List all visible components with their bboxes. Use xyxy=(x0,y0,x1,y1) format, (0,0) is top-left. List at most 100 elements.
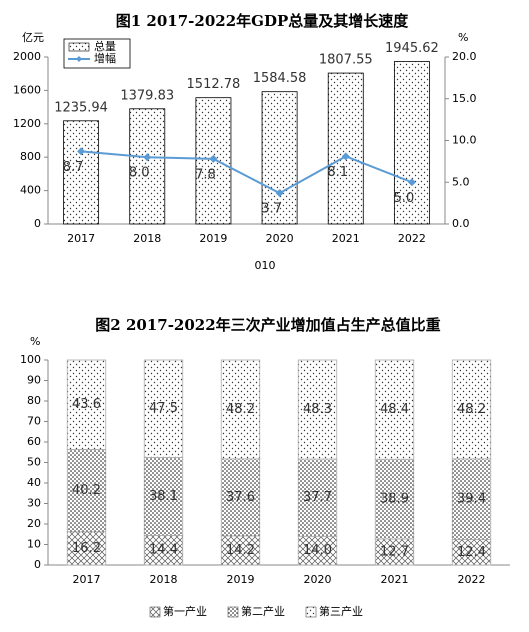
chart-title: 图1 2017-2022年GDP总量及其增长速度 xyxy=(116,12,409,30)
data-label: 1807.55 xyxy=(319,53,373,68)
y-tick-label: 10 xyxy=(27,538,41,551)
legend-swatch xyxy=(149,606,161,618)
data-label: 48.4 xyxy=(380,402,409,417)
y-tick-label: 1200 xyxy=(13,117,41,130)
line-marker xyxy=(77,147,86,156)
bar-segment xyxy=(451,359,492,460)
y2-tick-label: 10.0 xyxy=(452,134,477,147)
bar-segment xyxy=(143,535,184,566)
bar-segment xyxy=(143,456,184,536)
y-tick-label: 80 xyxy=(27,394,41,407)
line-marker xyxy=(143,153,152,162)
legend-label: 增幅 xyxy=(94,51,116,65)
y-tick-label: 20 xyxy=(27,517,41,530)
bar xyxy=(393,61,430,225)
x-tick-label: 2020 xyxy=(304,573,332,586)
line-marker xyxy=(407,178,416,187)
data-label: 38.9 xyxy=(380,492,409,507)
y-tick-label: 70 xyxy=(27,415,41,428)
bar-segment xyxy=(66,448,107,533)
y-tick-label: 400 xyxy=(20,184,41,197)
bar-segment xyxy=(451,458,492,540)
bar xyxy=(129,108,166,225)
data-label: 48.2 xyxy=(457,402,486,417)
y-tick-label: 2000 xyxy=(13,50,41,63)
y-axis-label: % xyxy=(30,335,40,348)
line-marker xyxy=(209,154,218,163)
y-axis-label: 亿元 xyxy=(22,31,44,44)
y2-tick-label: 20.0 xyxy=(452,50,477,63)
bar xyxy=(63,120,100,225)
data-label: 37.7 xyxy=(303,490,332,505)
x-tick-label: 2021 xyxy=(332,232,360,245)
y-tick-label: 60 xyxy=(27,435,41,448)
data-label: 1379.83 xyxy=(120,88,174,103)
line xyxy=(80,150,413,195)
x-tick-label: 2022 xyxy=(458,573,486,586)
bar-segment xyxy=(143,359,184,458)
y-tick-label: 1600 xyxy=(13,83,41,96)
legend-swatch xyxy=(227,606,239,618)
legend-label: 总量 xyxy=(94,39,116,53)
bar-segment xyxy=(374,359,415,460)
data-label: 14.0 xyxy=(303,543,332,558)
y-tick-label: 100 xyxy=(20,353,41,366)
y-tick-label: 800 xyxy=(20,150,41,163)
bar-segment xyxy=(66,359,107,450)
y-tick-label: 50 xyxy=(27,456,41,469)
y-tick-label: 40 xyxy=(27,476,41,489)
data-label: 39.4 xyxy=(457,492,486,507)
x-tick-label: 2017 xyxy=(73,573,101,586)
x-tick-label: 2018 xyxy=(150,573,178,586)
data-label: 8.1 xyxy=(327,165,348,180)
bar xyxy=(261,91,298,225)
data-label: 48.3 xyxy=(303,402,332,417)
y-tick-label: 0 xyxy=(34,217,41,230)
y-tick-label: 30 xyxy=(27,497,41,510)
data-label: 1584.58 xyxy=(253,71,307,86)
data-label: 3.7 xyxy=(261,202,282,217)
x-tick-label: 2017 xyxy=(67,232,95,245)
bar-segment xyxy=(66,531,107,566)
data-label: 43.6 xyxy=(72,397,101,412)
x-tick-label: 2020 xyxy=(266,232,294,245)
bar-segment xyxy=(374,538,415,566)
legend-label: 第三产业 xyxy=(319,604,363,618)
bar-segment xyxy=(297,359,338,460)
data-label: 1945.62 xyxy=(385,41,439,56)
y2-tick-label: 5.0 xyxy=(452,175,470,188)
x-tick-label: 2018 xyxy=(133,232,161,245)
legend-swatch xyxy=(68,42,90,52)
footnote: 010 xyxy=(255,259,276,272)
data-label: 40.2 xyxy=(72,483,101,498)
x-tick-label: 2022 xyxy=(398,232,426,245)
data-label: 12.4 xyxy=(457,545,486,560)
data-label: 12.7 xyxy=(380,544,409,559)
data-label: 47.5 xyxy=(149,401,178,416)
bar-segment xyxy=(220,359,261,460)
y-tick-label: 0 xyxy=(34,558,41,571)
x-tick-label: 2019 xyxy=(199,232,227,245)
data-label: 14.4 xyxy=(149,543,178,558)
legend-label: 第一产业 xyxy=(163,604,207,618)
data-label: 5.0 xyxy=(394,191,415,206)
y2-tick-label: 15.0 xyxy=(452,92,477,105)
bar xyxy=(327,72,364,225)
data-label: 37.6 xyxy=(226,490,255,505)
y-tick-label: 90 xyxy=(27,374,41,387)
data-label: 7.8 xyxy=(195,167,216,182)
line-marker xyxy=(275,189,284,198)
data-label: 1235.94 xyxy=(54,100,108,115)
data-label: 48.2 xyxy=(226,402,255,417)
data-label: 38.1 xyxy=(149,489,178,504)
x-tick-label: 2021 xyxy=(381,573,409,586)
data-label: 16.2 xyxy=(72,541,101,556)
chart-title: 图2 2017-2022年三次产业增加值占生产总值比重 xyxy=(95,316,440,334)
data-label: 1512.78 xyxy=(187,77,241,92)
bar-segment xyxy=(374,458,415,540)
y2-axis-label: % xyxy=(458,31,468,44)
legend-label: 第二产业 xyxy=(241,604,285,618)
bar-segment xyxy=(220,458,261,537)
y2-tick-label: 0.0 xyxy=(452,217,470,230)
